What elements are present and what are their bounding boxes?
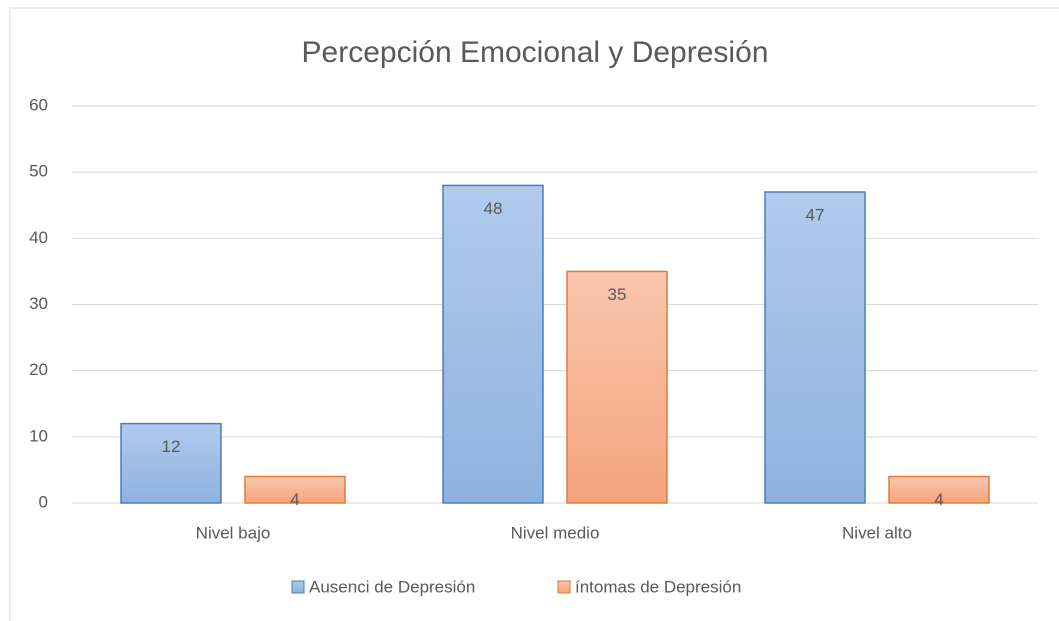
bar <box>442 184 544 504</box>
data-label: 12 <box>162 437 181 456</box>
y-tick-label: 0 <box>39 492 48 511</box>
bar <box>764 191 866 504</box>
data-label: 4 <box>934 490 943 509</box>
data-label: 48 <box>484 199 503 218</box>
x-tick-label: Nivel bajo <box>196 523 271 542</box>
y-tick-label: 40 <box>29 228 48 247</box>
x-tick-label: Nivel alto <box>842 523 912 542</box>
bar <box>566 270 668 504</box>
x-tick-label: Nivel medio <box>511 523 600 542</box>
chart-frame <box>9 7 1059 621</box>
bar <box>244 475 346 504</box>
y-tick-label: 10 <box>29 426 48 445</box>
data-label: 47 <box>806 206 825 225</box>
legend-swatch <box>291 580 305 594</box>
legend-label: Ausenci de Depresión <box>309 577 475 596</box>
chart-title: Percepción Emocional y Depresión <box>302 36 769 69</box>
y-tick-label: 60 <box>29 95 48 114</box>
y-tick-label: 20 <box>29 360 48 379</box>
legend-label: íntomas de Depresión <box>575 577 741 596</box>
data-label: 35 <box>608 285 627 304</box>
y-tick-label: 30 <box>29 294 48 313</box>
y-tick-label: 50 <box>29 162 48 181</box>
data-label: 4 <box>290 490 299 509</box>
bar <box>888 475 990 504</box>
bar <box>120 422 222 504</box>
legend-swatch <box>557 580 571 594</box>
